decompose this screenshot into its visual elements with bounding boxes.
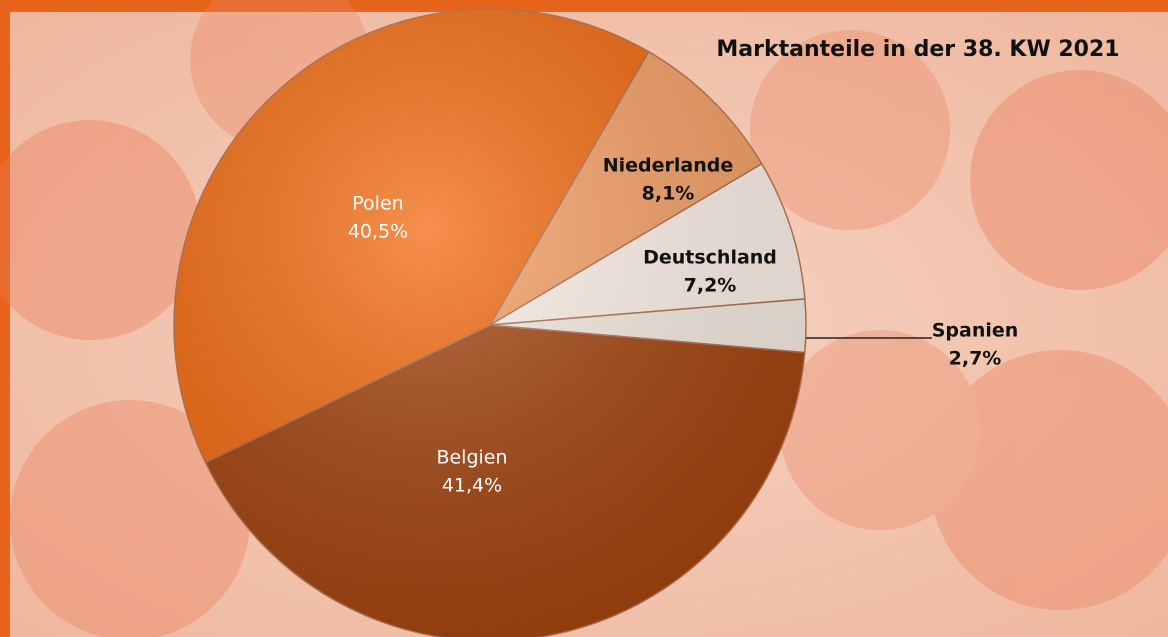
slice-label: Polen bbox=[352, 193, 403, 215]
slice-label: Spanien bbox=[932, 320, 1019, 342]
slice-value-label: 8,1% bbox=[642, 183, 695, 205]
slice-value-label: 7,2% bbox=[684, 275, 737, 297]
chart-title: Marktanteile in der 38. KW 2021 bbox=[716, 37, 1119, 62]
slice-value-label: 40,5% bbox=[348, 221, 408, 243]
slice-value-label: 2,7% bbox=[949, 348, 1002, 370]
pie bbox=[173, 8, 807, 637]
slice-label: Deutschland bbox=[643, 247, 777, 269]
slice-label: Belgien bbox=[436, 447, 507, 469]
slice-label: Niederlande bbox=[603, 155, 734, 177]
slice-value-label: 41,4% bbox=[442, 475, 502, 497]
